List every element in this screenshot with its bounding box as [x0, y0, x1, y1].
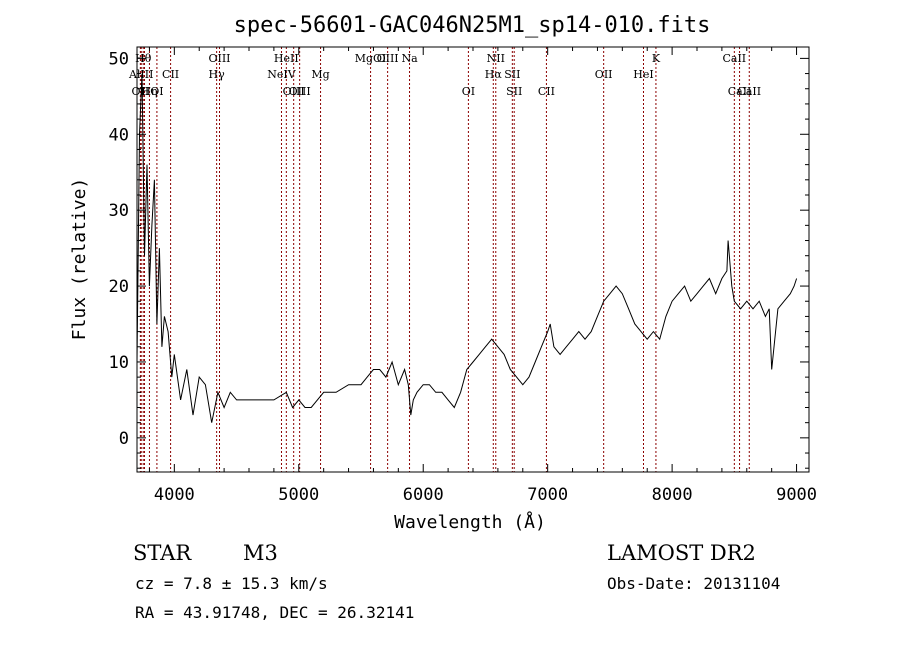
y-tick-label: 20 [109, 277, 129, 297]
object-subclass: M3 [243, 541, 278, 565]
line-label: OIII [377, 52, 399, 65]
x-tick-label: 8000 [652, 485, 693, 505]
line-label: CII [538, 85, 555, 98]
line-label: CaII [737, 85, 761, 98]
x-tick-label: 6000 [403, 485, 444, 505]
line-label: Na [401, 52, 418, 65]
y-axis: 0 10 20 30 40 50 [109, 49, 809, 469]
y-tick-label: 10 [109, 353, 129, 373]
line-label: OI [150, 85, 163, 98]
line-label: AlIII [128, 68, 154, 81]
line-label: H [140, 85, 150, 98]
line-label: SII [506, 85, 522, 98]
line-label: HeII [274, 52, 299, 65]
coordinates-info: RA = 43.91748, DEC = 26.32141 [135, 603, 414, 622]
spectral-line-markers [139, 47, 750, 472]
plot-frame [136, 46, 810, 473]
line-label: NeIV [267, 68, 296, 81]
x-tick-label: 5000 [278, 485, 319, 505]
line-label: SII [504, 68, 520, 81]
observation-date: Obs-Date: 20131104 [607, 574, 780, 593]
x-tick-label: 9000 [776, 485, 817, 505]
line-label: OI [462, 85, 475, 98]
line-label: OII [132, 85, 150, 98]
y-tick-label: 0 [119, 429, 129, 449]
y-tick-label: 50 [109, 49, 129, 69]
x-tick-label: 4000 [154, 485, 195, 505]
line-label: Hα [485, 68, 503, 81]
object-class: STAR [133, 541, 192, 565]
spectrum-series-line [136, 73, 798, 423]
line-label: OIII [208, 52, 230, 65]
line-label: Hγ [209, 68, 226, 81]
line-label: Hη [141, 85, 157, 98]
line-label: OIII [283, 85, 305, 98]
redshift-info: cz = 7.8 ± 15.3 km/s [135, 574, 328, 593]
line-label: OII [595, 68, 613, 81]
x-tick-label: 7000 [527, 485, 568, 505]
line-label: NII [487, 52, 505, 65]
line-label: CII [162, 68, 179, 81]
y-axis-label: Flux (relative) [69, 178, 90, 341]
line-label: HeI [633, 68, 653, 81]
y-tick-label: 30 [109, 201, 129, 221]
x-axis: 4000 5000 6000 7000 8000 9000 [148, 47, 817, 505]
line-label: Mg [311, 68, 329, 81]
line-label: OIII [289, 85, 311, 98]
line-label: MgOI [355, 52, 387, 65]
line-label: CaII [728, 85, 752, 98]
line-label: CaII [722, 52, 746, 65]
x-axis-label: Wavelength (Å) [394, 511, 546, 533]
chart-title: spec-56601-GAC046N25M1_sp14-010.fits [234, 13, 711, 38]
survey-name: LAMOST DR2 [607, 541, 756, 565]
line-label: K [652, 52, 661, 65]
y-tick-label: 40 [109, 125, 129, 145]
